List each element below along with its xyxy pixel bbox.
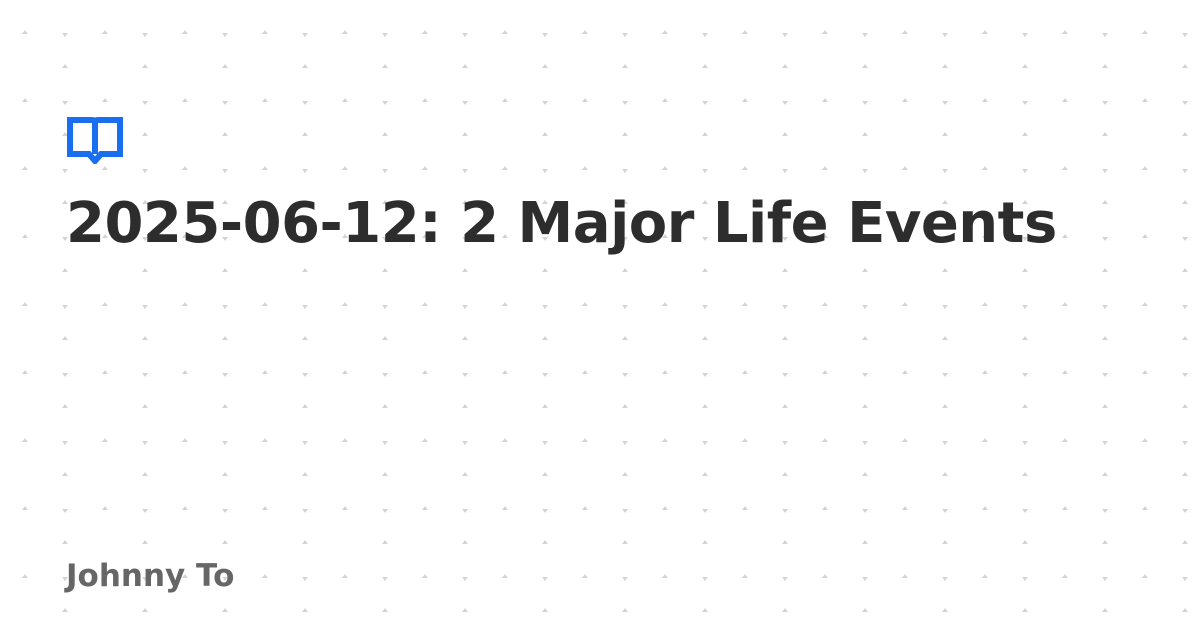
page-title: 2025-06-12: 2 Major Life Events: [66, 191, 1057, 256]
author-name: Johnny To: [66, 558, 235, 594]
open-book-icon: [67, 117, 123, 164]
